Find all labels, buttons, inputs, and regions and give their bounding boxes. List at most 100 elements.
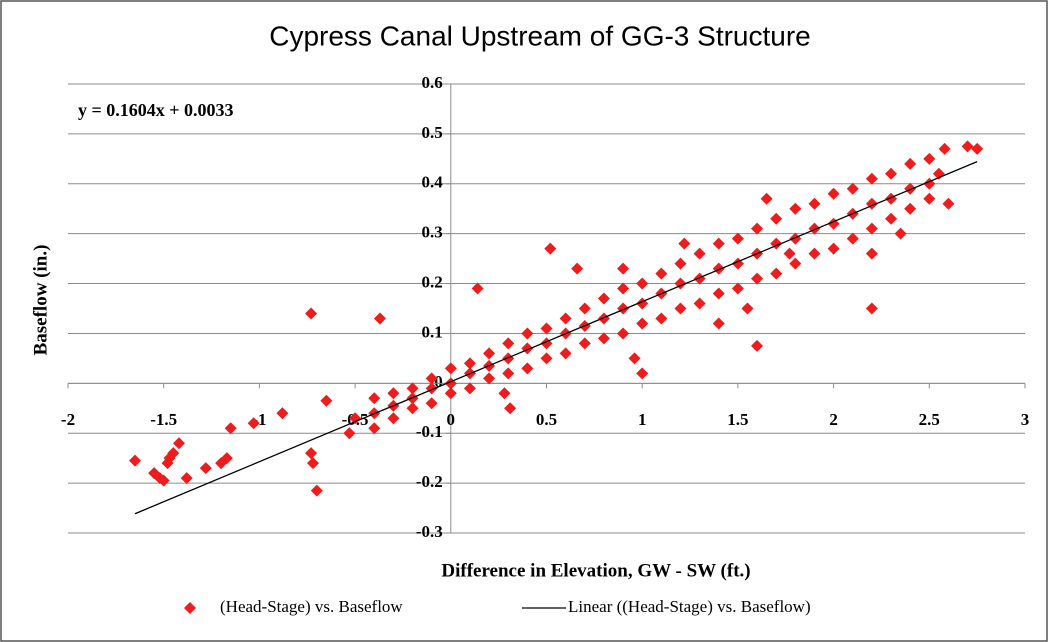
point: [808, 197, 821, 210]
point: [306, 457, 319, 470]
point: [865, 222, 878, 235]
point: [636, 317, 649, 330]
point: [789, 257, 802, 270]
y-tick-label: 0.2: [422, 272, 443, 291]
point: [406, 402, 419, 415]
point: [504, 402, 517, 415]
point: [444, 362, 457, 375]
point: [521, 362, 534, 375]
point: [578, 302, 591, 315]
y-axis-title: Baseflow (in.): [30, 245, 51, 356]
point: [655, 267, 668, 280]
point: [617, 282, 630, 295]
point: [783, 247, 796, 260]
point: [471, 282, 484, 295]
y-tick-label: 0.5: [422, 123, 443, 142]
point: [502, 367, 515, 380]
point: [498, 387, 511, 400]
point: [751, 339, 764, 352]
point: [617, 262, 630, 275]
point: [712, 237, 725, 250]
y-tick-label: 0.6: [422, 73, 443, 92]
point: [224, 422, 237, 435]
point: [173, 437, 186, 450]
point: [559, 312, 572, 325]
point: [938, 142, 951, 155]
x-axis-title: Difference in Elevation, GW - SW (ft.): [441, 560, 750, 581]
point: [425, 397, 438, 410]
point: [693, 247, 706, 260]
point: [636, 277, 649, 290]
y-tick-label: 0.3: [422, 223, 443, 242]
point: [220, 452, 233, 465]
point: [463, 382, 476, 395]
point: [961, 140, 974, 153]
y-tick-label: 0.1: [422, 322, 443, 341]
x-tick-label: 2: [829, 410, 838, 429]
point: [463, 357, 476, 370]
point: [502, 352, 515, 365]
point: [320, 394, 333, 407]
point: [712, 287, 725, 300]
point: [521, 327, 534, 340]
x-tick-label: 0.5: [536, 410, 557, 429]
point: [712, 317, 725, 330]
point: [444, 387, 457, 400]
point: [751, 222, 764, 235]
point: [368, 422, 381, 435]
point: [373, 312, 386, 325]
point: [247, 417, 260, 430]
y-tick-label: -0.2: [416, 472, 443, 491]
point: [597, 292, 610, 305]
y-tick-label: 0: [434, 372, 443, 391]
point: [923, 192, 936, 205]
point: [942, 197, 955, 210]
point: [904, 157, 917, 170]
point: [731, 232, 744, 245]
point: [904, 202, 917, 215]
point: [865, 247, 878, 260]
point: [846, 182, 859, 195]
point: [693, 297, 706, 310]
point: [597, 312, 610, 325]
point: [180, 472, 193, 485]
point: [305, 447, 318, 460]
point: [128, 454, 141, 467]
point: [368, 392, 381, 405]
point: [544, 242, 557, 255]
legend-marker: [184, 602, 196, 614]
point: [349, 412, 362, 425]
point: [305, 307, 318, 320]
point: [617, 327, 630, 340]
point: [628, 352, 641, 365]
point: [678, 237, 691, 250]
point: [731, 282, 744, 295]
point: [789, 232, 802, 245]
point: [770, 267, 783, 280]
point: [597, 332, 610, 345]
y-tick-label: -0.3: [416, 522, 443, 541]
trendline: [134, 161, 978, 515]
point: [827, 242, 840, 255]
x-tick-label: 1.5: [727, 410, 748, 429]
point: [904, 182, 917, 195]
point: [674, 302, 687, 315]
point: [865, 302, 878, 315]
point: [894, 227, 907, 240]
point: [559, 347, 572, 360]
point: [310, 484, 323, 497]
point: [540, 352, 553, 365]
point: [808, 247, 821, 260]
x-tick-label: -2: [61, 410, 75, 429]
x-tick-label: 3: [1021, 410, 1030, 429]
point: [636, 367, 649, 380]
point: [578, 337, 591, 350]
y-tick-label: 0.4: [422, 173, 444, 192]
point: [655, 312, 668, 325]
point: [343, 427, 356, 440]
point: [157, 474, 170, 487]
point: [167, 447, 180, 460]
legend-label: Linear ((Head-Stage) vs. Baseflow): [568, 597, 811, 616]
point: [865, 172, 878, 185]
point: [483, 347, 496, 360]
